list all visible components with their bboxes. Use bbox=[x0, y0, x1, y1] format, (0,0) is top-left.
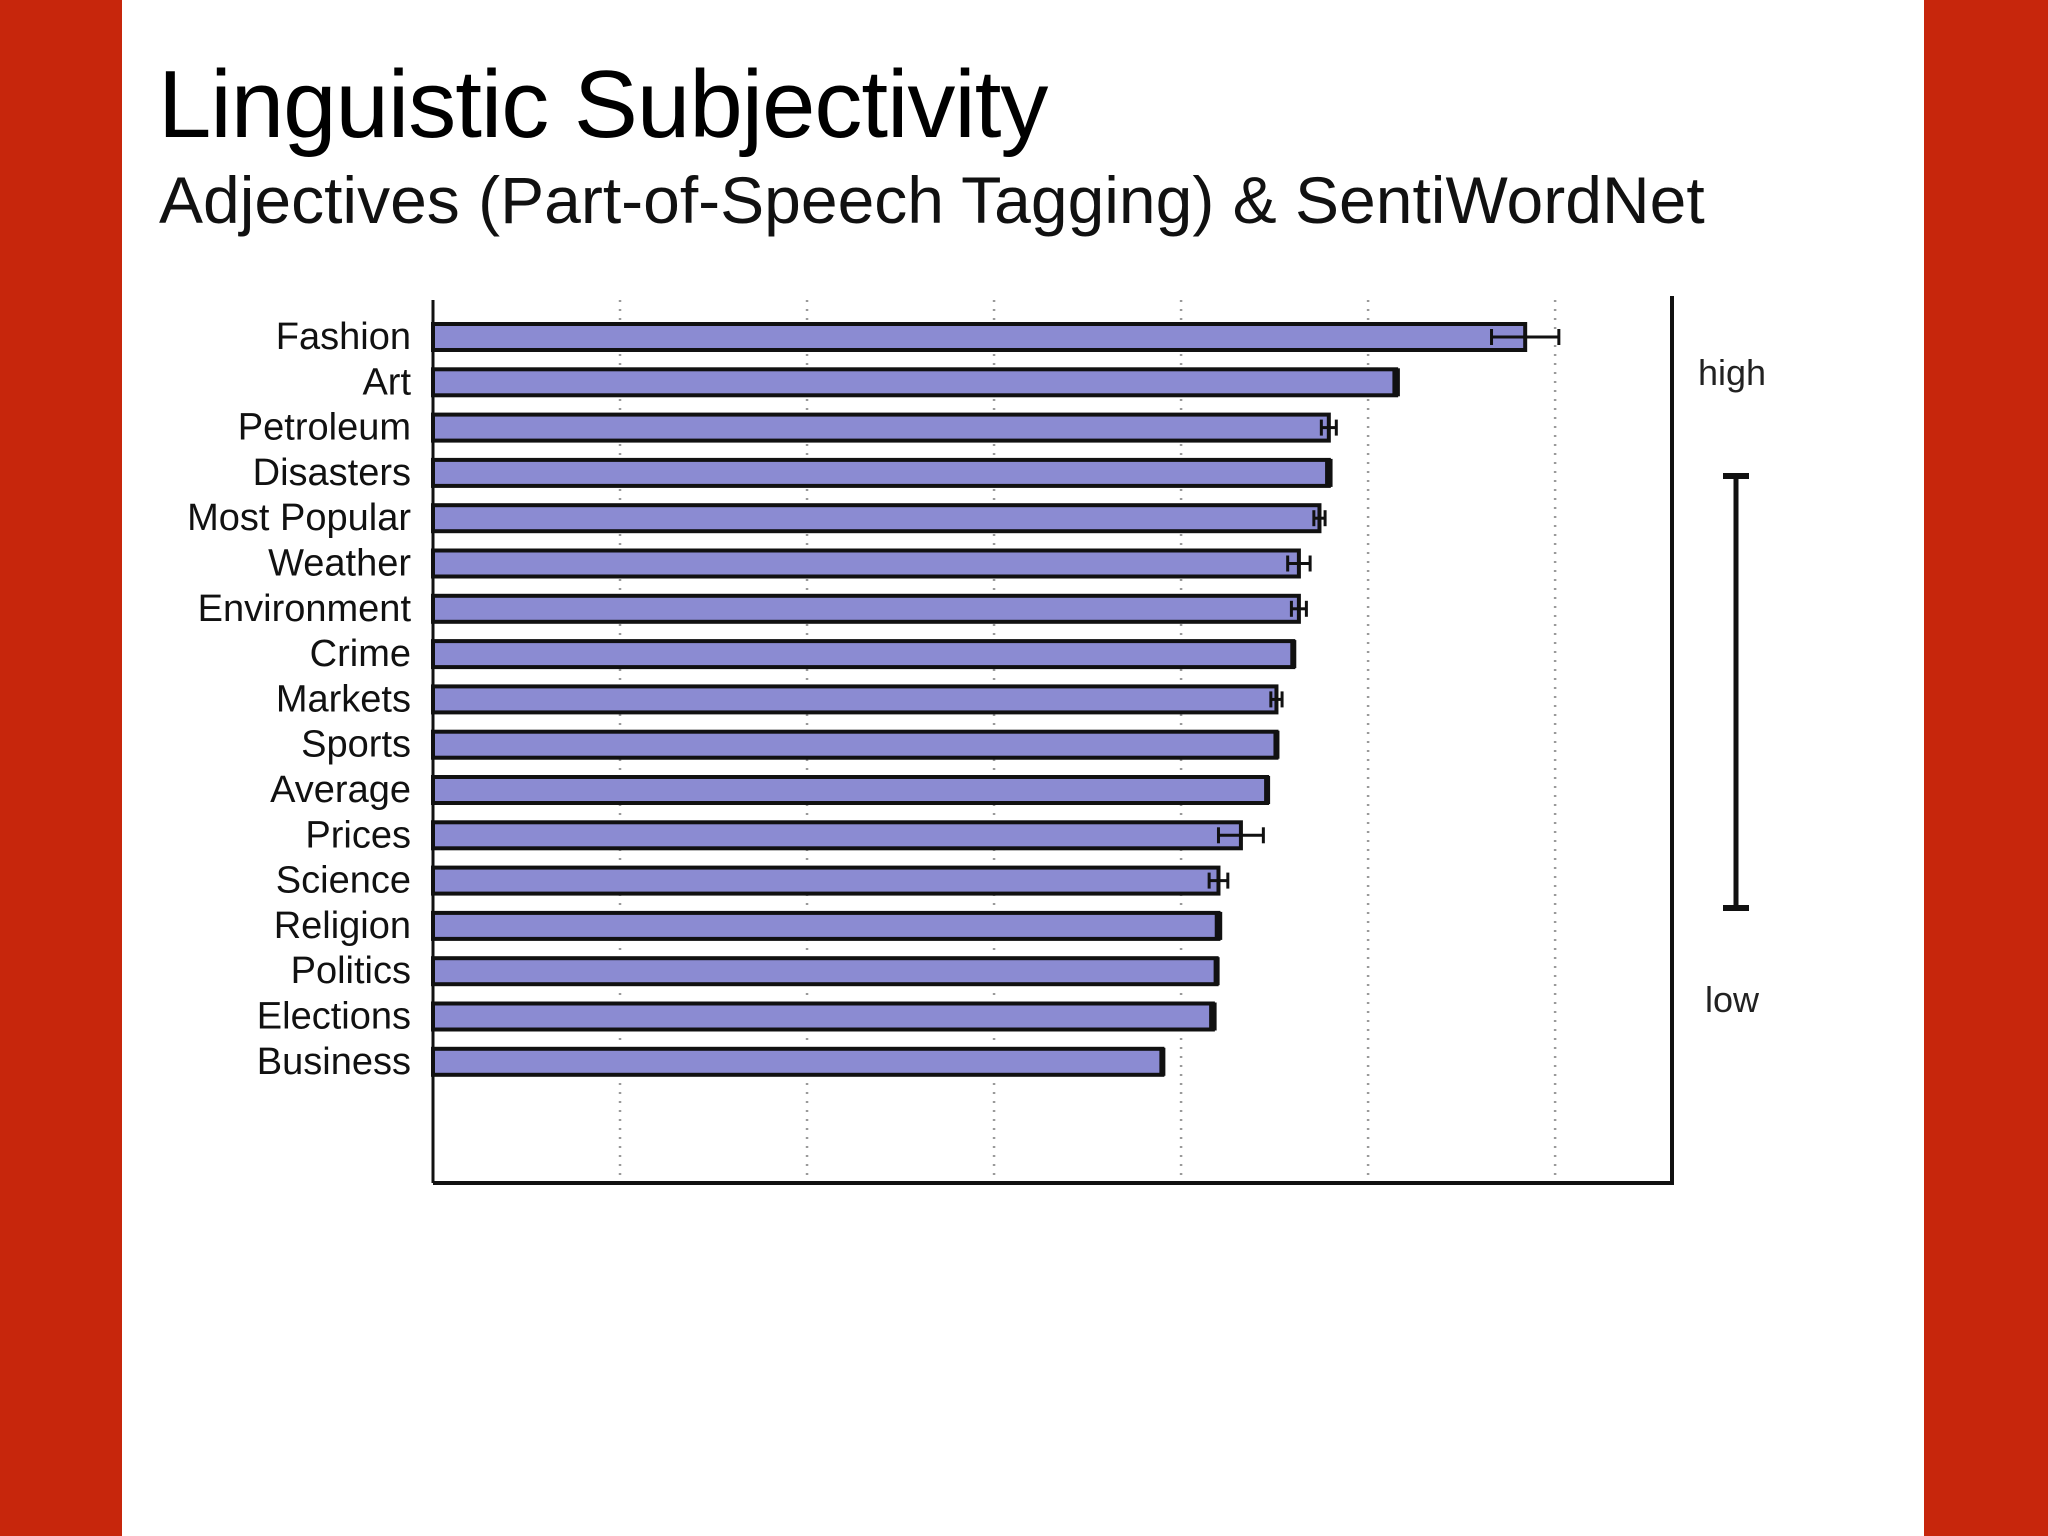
error-bar bbox=[1264, 776, 1271, 804]
bar bbox=[431, 956, 1219, 987]
bar bbox=[431, 412, 1331, 443]
subjectivity-scale: high low bbox=[1698, 352, 1766, 1020]
category-label: Weather bbox=[268, 543, 411, 585]
error-bar bbox=[1392, 368, 1400, 397]
category-label: Markets bbox=[276, 678, 411, 720]
scale-low-label: low bbox=[1705, 979, 1760, 1020]
category-label: Business bbox=[257, 1041, 411, 1083]
scale-high-label: high bbox=[1698, 352, 1766, 393]
category-label: Science bbox=[276, 860, 411, 902]
error-bar bbox=[1159, 1047, 1166, 1076]
category-label: Most Popular bbox=[187, 497, 411, 539]
error-bar bbox=[1290, 640, 1297, 669]
bar bbox=[431, 865, 1221, 896]
slide-subtitle: Adjectives (Part-of-Speech Tagging) & Se… bbox=[159, 163, 1705, 237]
bar bbox=[431, 775, 1270, 805]
category-label: Environment bbox=[198, 588, 412, 630]
bar bbox=[431, 503, 1322, 534]
bar bbox=[431, 1001, 1215, 1032]
slide-title: Linguistic Subjectivity bbox=[158, 51, 1048, 158]
error-bar bbox=[1273, 730, 1280, 759]
category-label: Elections bbox=[257, 996, 411, 1038]
bar bbox=[431, 910, 1221, 941]
bar bbox=[431, 639, 1296, 670]
category-label: Art bbox=[362, 361, 411, 403]
bar bbox=[431, 1046, 1165, 1077]
bar bbox=[431, 367, 1399, 398]
bar bbox=[431, 593, 1301, 624]
category-label: Average bbox=[270, 769, 411, 811]
category-label: Disasters bbox=[253, 452, 411, 494]
bar bbox=[431, 457, 1331, 488]
error-bar bbox=[1325, 458, 1333, 487]
error-bar bbox=[1213, 957, 1220, 986]
category-label: Politics bbox=[291, 950, 411, 992]
error-bar bbox=[1209, 1002, 1217, 1031]
bar bbox=[431, 820, 1243, 851]
category-label: Fashion bbox=[276, 316, 411, 358]
bar bbox=[431, 684, 1279, 715]
chart-bars bbox=[431, 322, 1561, 1077]
category-label: Prices bbox=[305, 814, 411, 856]
category-label: Crime bbox=[310, 633, 411, 675]
bar bbox=[431, 322, 1528, 352]
bar bbox=[431, 729, 1279, 760]
category-label: Petroleum bbox=[238, 407, 411, 449]
category-label: Religion bbox=[274, 905, 411, 947]
category-label: Sports bbox=[301, 724, 411, 766]
bar bbox=[431, 548, 1301, 579]
slide: Linguistic Subjectivity Adjectives (Part… bbox=[122, 0, 1924, 1536]
error-bar bbox=[1214, 911, 1223, 940]
